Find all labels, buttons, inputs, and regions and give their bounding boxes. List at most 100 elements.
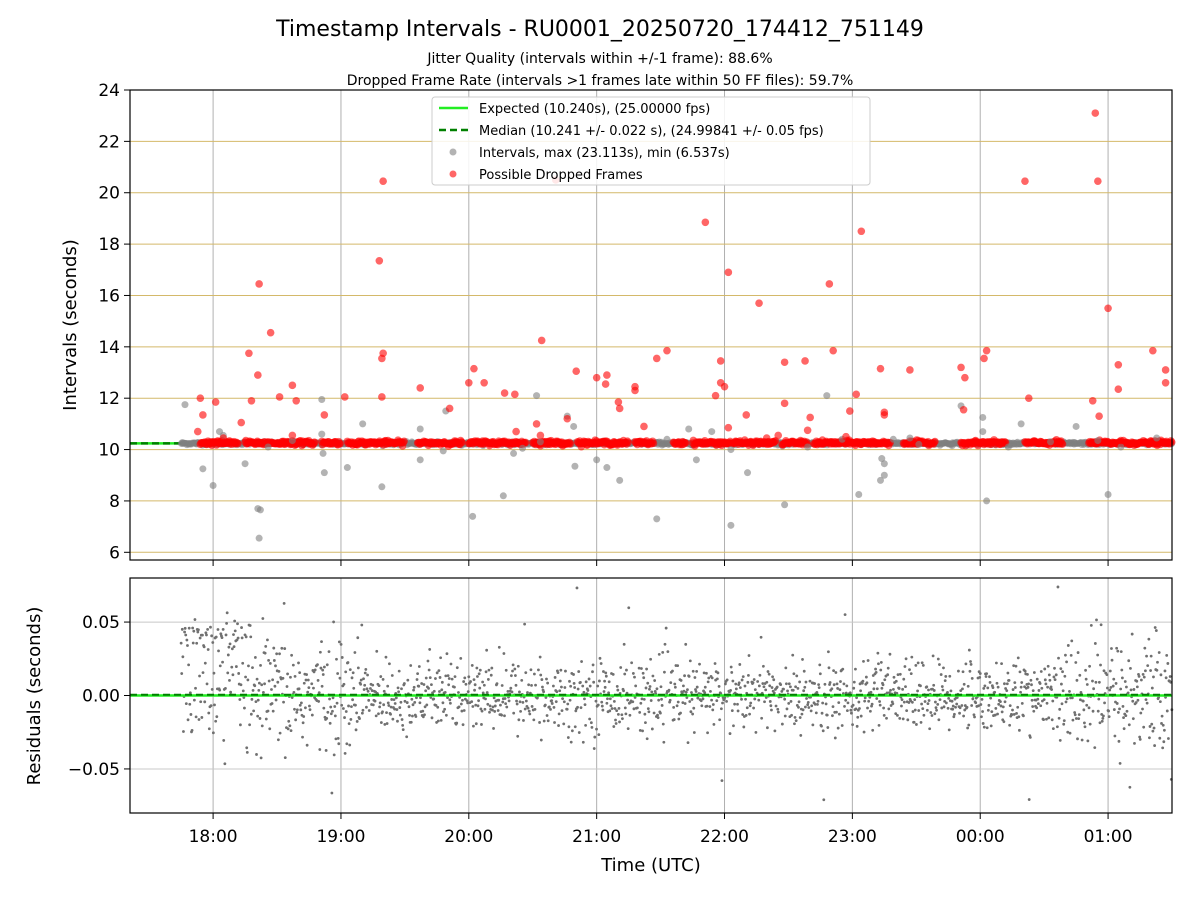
residual-point xyxy=(838,688,842,692)
residual-point xyxy=(412,688,415,692)
residual-point xyxy=(1116,711,1120,714)
residual-point xyxy=(417,684,421,688)
residual-point xyxy=(951,704,955,708)
residual-point xyxy=(344,710,348,713)
residual-point xyxy=(469,680,472,683)
x-axis-label: Time (UTC) xyxy=(600,855,701,876)
residual-point xyxy=(353,651,357,654)
dropped-frame-point xyxy=(458,438,466,447)
residual-point xyxy=(411,703,415,707)
residual-point xyxy=(332,620,336,624)
residual-point xyxy=(602,670,605,673)
residual-point xyxy=(1012,713,1016,716)
residual-point xyxy=(591,670,594,674)
residual-point xyxy=(866,659,870,662)
residual-point xyxy=(1094,680,1098,684)
residual-point xyxy=(411,714,414,718)
residual-point xyxy=(861,679,865,683)
residual-point xyxy=(1077,713,1081,717)
residual-point xyxy=(479,707,483,711)
interval-point xyxy=(708,428,716,436)
residual-point xyxy=(934,706,938,710)
legend-median-label: Median (10.241 +/- 0.022 s), (24.99841 +… xyxy=(479,124,824,139)
residual-point xyxy=(646,707,650,711)
interval-point xyxy=(359,420,367,428)
residual-point xyxy=(952,712,956,716)
residual-point xyxy=(1035,706,1039,710)
residual-point xyxy=(885,691,889,695)
residual-point xyxy=(936,702,940,706)
residual-point xyxy=(787,682,791,686)
residual-point xyxy=(249,635,253,639)
residual-point xyxy=(791,653,795,657)
residual-point xyxy=(283,756,287,760)
residual-point xyxy=(1082,708,1086,712)
residual-point xyxy=(489,673,493,677)
dropped-frame-point xyxy=(537,336,546,345)
dropped-frame-point xyxy=(219,434,228,442)
dropped-frame-point xyxy=(247,396,256,405)
residual-point xyxy=(703,685,707,689)
residual-point xyxy=(753,697,757,701)
residual-point xyxy=(572,681,576,685)
residual-point xyxy=(822,798,826,802)
residual-point xyxy=(325,717,329,720)
residual-point xyxy=(490,708,494,712)
residual-point xyxy=(690,691,693,694)
residual-point xyxy=(648,687,651,691)
dropped-frame-point xyxy=(1021,177,1029,185)
residual-point xyxy=(440,688,444,692)
residual-point xyxy=(214,719,218,723)
residual-point xyxy=(870,702,874,706)
residual-point xyxy=(509,686,513,690)
dropped-frame-point xyxy=(336,439,344,448)
dropped-frame-point xyxy=(1114,361,1123,369)
residual-point xyxy=(244,675,247,679)
dropped-frame-point xyxy=(801,357,809,365)
residual-point xyxy=(770,686,774,689)
residual-point xyxy=(589,721,593,725)
residual-point xyxy=(322,706,326,710)
residual-point xyxy=(1106,686,1109,690)
interval-point xyxy=(264,443,272,451)
residual-point xyxy=(201,633,204,637)
residual-point xyxy=(286,672,289,676)
residual-point xyxy=(1016,705,1020,709)
residual-point xyxy=(647,710,651,714)
interval-point xyxy=(209,482,217,490)
residual-point xyxy=(457,705,461,709)
residual-point xyxy=(596,703,600,707)
dropped-frame-point xyxy=(245,349,253,358)
residual-point xyxy=(1162,728,1166,732)
residual-point xyxy=(656,713,659,717)
residual-point xyxy=(1080,738,1084,742)
residual-point xyxy=(396,686,400,690)
residual-point xyxy=(558,679,562,683)
residual-point xyxy=(186,644,189,647)
residual-point xyxy=(912,720,916,724)
dropped-frame-point xyxy=(806,413,814,422)
dropped-frame-point xyxy=(957,363,965,372)
residual-point xyxy=(839,680,842,683)
residual-point xyxy=(1118,762,1122,765)
residual-point xyxy=(1152,675,1155,679)
residual-point xyxy=(462,709,466,712)
interval-point xyxy=(318,430,326,438)
residual-point xyxy=(743,684,747,688)
residual-point xyxy=(641,671,645,675)
interval-point xyxy=(915,440,923,448)
residual-point xyxy=(439,718,443,722)
residual-point xyxy=(1113,734,1117,738)
residual-point xyxy=(1087,706,1091,710)
residual-point xyxy=(951,707,955,711)
residual-point xyxy=(1167,737,1170,740)
residual-point xyxy=(748,712,751,716)
residual-point xyxy=(335,701,339,705)
residual-point xyxy=(1050,718,1054,722)
residual-point xyxy=(392,698,396,702)
residual-point xyxy=(214,635,218,639)
residual-point xyxy=(270,702,274,705)
residual-point xyxy=(481,691,485,695)
residual-point xyxy=(864,675,868,679)
